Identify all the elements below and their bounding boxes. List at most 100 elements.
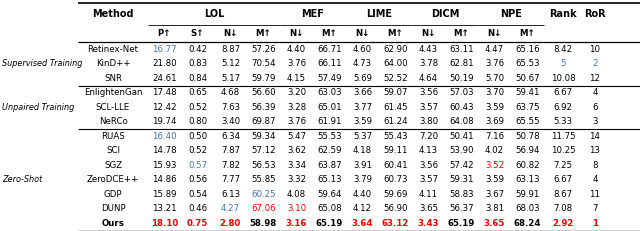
Text: 6.67: 6.67 bbox=[554, 88, 573, 97]
Text: 16.77: 16.77 bbox=[152, 45, 177, 54]
Text: 64.00: 64.00 bbox=[383, 59, 408, 68]
Text: DICM: DICM bbox=[431, 9, 459, 19]
Text: 3.28: 3.28 bbox=[287, 103, 306, 112]
Text: 7.87: 7.87 bbox=[221, 146, 240, 155]
Text: 10.08: 10.08 bbox=[550, 74, 575, 83]
Text: 5.37: 5.37 bbox=[353, 132, 372, 141]
Text: 3: 3 bbox=[592, 117, 598, 126]
Text: SCI: SCI bbox=[106, 146, 120, 155]
Text: 4.73: 4.73 bbox=[353, 59, 372, 68]
Text: Rank: Rank bbox=[549, 9, 577, 19]
Text: 55.85: 55.85 bbox=[251, 175, 276, 184]
Text: 50.78: 50.78 bbox=[515, 132, 540, 141]
Text: 13: 13 bbox=[589, 146, 600, 155]
Text: 4.12: 4.12 bbox=[353, 204, 372, 213]
Text: 56.90: 56.90 bbox=[383, 204, 408, 213]
Text: 4.27: 4.27 bbox=[221, 204, 240, 213]
Text: 3.65: 3.65 bbox=[484, 219, 505, 228]
Text: 7.08: 7.08 bbox=[554, 204, 573, 213]
Text: 59.34: 59.34 bbox=[252, 132, 276, 141]
Text: 56.94: 56.94 bbox=[515, 146, 540, 155]
Text: 4.08: 4.08 bbox=[287, 190, 306, 199]
Text: 65.16: 65.16 bbox=[515, 45, 540, 54]
Text: 3.67: 3.67 bbox=[485, 190, 504, 199]
Text: 60.73: 60.73 bbox=[383, 175, 408, 184]
Text: 63.12: 63.12 bbox=[382, 219, 409, 228]
Text: 3.34: 3.34 bbox=[287, 161, 306, 170]
Text: 63.87: 63.87 bbox=[317, 161, 342, 170]
Text: 62.59: 62.59 bbox=[317, 146, 342, 155]
Text: 70.54: 70.54 bbox=[251, 59, 276, 68]
Text: 59.64: 59.64 bbox=[317, 190, 342, 199]
Text: EnlightenGan: EnlightenGan bbox=[84, 88, 142, 97]
Text: 3.43: 3.43 bbox=[418, 219, 439, 228]
Text: 5.69: 5.69 bbox=[353, 74, 372, 83]
Text: 68.03: 68.03 bbox=[515, 204, 540, 213]
Text: 3.59: 3.59 bbox=[485, 175, 504, 184]
Text: 56.39: 56.39 bbox=[252, 103, 276, 112]
Text: 16.40: 16.40 bbox=[152, 132, 177, 141]
Text: 0.83: 0.83 bbox=[188, 59, 207, 68]
Text: 8.42: 8.42 bbox=[554, 45, 573, 54]
Text: 4.11: 4.11 bbox=[419, 190, 438, 199]
Text: MEF: MEF bbox=[301, 9, 324, 19]
Text: 3.20: 3.20 bbox=[287, 88, 306, 97]
Text: 65.19: 65.19 bbox=[316, 219, 343, 228]
Text: 58.83: 58.83 bbox=[449, 190, 474, 199]
Text: 69.87: 69.87 bbox=[252, 117, 276, 126]
Text: 3.78: 3.78 bbox=[419, 59, 438, 68]
Text: M↑: M↑ bbox=[388, 29, 403, 38]
Text: Unpaired Training: Unpaired Training bbox=[2, 103, 74, 112]
Text: N↓: N↓ bbox=[289, 29, 304, 38]
Text: 0.54: 0.54 bbox=[188, 190, 207, 199]
Text: 7: 7 bbox=[592, 204, 598, 213]
Text: 5.17: 5.17 bbox=[221, 74, 240, 83]
Text: SGZ: SGZ bbox=[104, 161, 122, 170]
Text: 59.11: 59.11 bbox=[383, 146, 408, 155]
Text: 3.65: 3.65 bbox=[419, 204, 438, 213]
Text: 57.49: 57.49 bbox=[317, 74, 342, 83]
Text: 2.80: 2.80 bbox=[220, 219, 241, 228]
Text: 57.26: 57.26 bbox=[251, 45, 276, 54]
Text: 7.82: 7.82 bbox=[221, 161, 240, 170]
Text: N↓: N↓ bbox=[223, 29, 237, 38]
Text: Ours: Ours bbox=[102, 219, 124, 228]
Text: 6.67: 6.67 bbox=[554, 175, 573, 184]
Text: 3.64: 3.64 bbox=[352, 219, 373, 228]
Text: 3.66: 3.66 bbox=[353, 88, 372, 97]
Text: 6: 6 bbox=[592, 103, 598, 112]
Text: 55.53: 55.53 bbox=[317, 132, 342, 141]
Text: 50.67: 50.67 bbox=[515, 74, 540, 83]
Text: 56.53: 56.53 bbox=[251, 161, 276, 170]
Text: 7.25: 7.25 bbox=[554, 161, 573, 170]
Text: Zero-Shot: Zero-Shot bbox=[2, 175, 42, 184]
Text: 63.13: 63.13 bbox=[515, 175, 540, 184]
Text: 4.47: 4.47 bbox=[485, 45, 504, 54]
Text: 7.63: 7.63 bbox=[221, 103, 240, 112]
Text: 3.52: 3.52 bbox=[485, 161, 504, 170]
Text: 50.41: 50.41 bbox=[449, 132, 474, 141]
Text: GDP: GDP bbox=[104, 190, 122, 199]
Text: 60.41: 60.41 bbox=[383, 161, 408, 170]
Text: 10: 10 bbox=[589, 45, 600, 54]
Text: 65.19: 65.19 bbox=[448, 219, 475, 228]
Text: 14.86: 14.86 bbox=[152, 175, 177, 184]
Text: 14.78: 14.78 bbox=[152, 146, 177, 155]
Text: 24.61: 24.61 bbox=[152, 74, 177, 83]
Text: 2: 2 bbox=[592, 59, 598, 68]
Text: 50.19: 50.19 bbox=[449, 74, 474, 83]
Text: 63.03: 63.03 bbox=[317, 88, 342, 97]
Text: 3.62: 3.62 bbox=[287, 146, 306, 155]
Text: 5.33: 5.33 bbox=[554, 117, 573, 126]
Text: 10.25: 10.25 bbox=[550, 146, 575, 155]
Text: S↑: S↑ bbox=[191, 29, 204, 38]
Text: 14: 14 bbox=[589, 132, 600, 141]
Text: 2.92: 2.92 bbox=[552, 219, 573, 228]
Text: Method: Method bbox=[92, 9, 134, 19]
Text: 3.16: 3.16 bbox=[286, 219, 307, 228]
Text: 8.87: 8.87 bbox=[221, 45, 240, 54]
Text: 21.80: 21.80 bbox=[152, 59, 177, 68]
Text: 6.92: 6.92 bbox=[554, 103, 573, 112]
Text: 3.79: 3.79 bbox=[353, 175, 372, 184]
Text: 11: 11 bbox=[589, 190, 600, 199]
